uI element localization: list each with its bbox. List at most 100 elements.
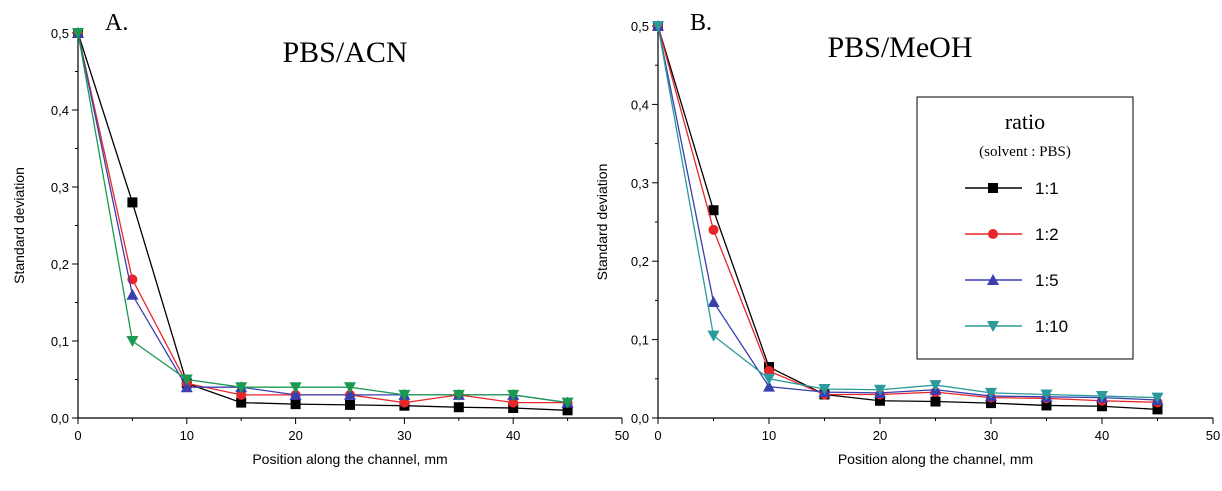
data-point bbox=[561, 397, 574, 409]
y-tick-label: 0,5 bbox=[51, 26, 69, 41]
data-point bbox=[1152, 404, 1163, 415]
y-tick-label: 0,2 bbox=[631, 254, 649, 269]
data-point bbox=[453, 402, 464, 413]
data-point bbox=[235, 382, 248, 394]
series-line bbox=[657, 25, 1158, 411]
data-point bbox=[1151, 392, 1164, 404]
data-point bbox=[1097, 401, 1107, 412]
x-axis-label: Position along the channel, mm bbox=[838, 451, 1033, 467]
legend-subtitle: (solvent : PBS) bbox=[979, 144, 1071, 160]
data-point bbox=[763, 373, 775, 385]
data-point bbox=[764, 365, 774, 376]
data-point bbox=[985, 387, 997, 399]
legend-box bbox=[916, 96, 1134, 360]
x-tick-label: 50 bbox=[615, 428, 629, 443]
legend-entry-label: 1:10 bbox=[1035, 317, 1068, 336]
data-point bbox=[344, 382, 356, 394]
x-axis-label: Position along the channel, mm bbox=[252, 451, 447, 467]
series-1-5 bbox=[72, 27, 574, 408]
data-point bbox=[818, 383, 831, 395]
legend-entry: 1:2 bbox=[965, 225, 1059, 244]
data-point bbox=[707, 295, 720, 307]
data-point bbox=[289, 382, 302, 394]
series-line bbox=[77, 32, 568, 411]
data-point bbox=[1041, 400, 1052, 411]
legend: ratio (solvent : PBS) 1:1 1:2 1:5 1:10 bbox=[916, 96, 1134, 360]
legend-swatch-marker bbox=[988, 183, 998, 193]
x-tick-label: 20 bbox=[873, 428, 887, 443]
x-tick-label: 0 bbox=[654, 428, 661, 443]
series-line bbox=[657, 25, 1158, 401]
series-line bbox=[657, 25, 1158, 399]
y-tick-label: 0,2 bbox=[51, 257, 69, 272]
x-tick-label: 10 bbox=[180, 428, 194, 443]
panel-a: 0 10 20 30 40 50 0,0 0,1 0,2 0,3 0,4 0,5 Position al… bbox=[11, 10, 629, 467]
data-point bbox=[508, 402, 519, 413]
data-point bbox=[127, 197, 138, 208]
data-point bbox=[399, 397, 410, 408]
y-tick-label: 0,0 bbox=[631, 411, 649, 426]
data-point bbox=[707, 330, 720, 342]
data-point bbox=[72, 28, 84, 39]
legend-entry-label: 1:2 bbox=[1035, 225, 1059, 244]
data-point bbox=[345, 399, 355, 410]
x-tick-label: 40 bbox=[1095, 428, 1109, 443]
x-tick-label: 20 bbox=[288, 428, 302, 443]
x-tick-label: 40 bbox=[506, 428, 520, 443]
y-tick-label: 0,5 bbox=[631, 19, 649, 34]
data-point bbox=[875, 395, 885, 406]
chart-title: PBS/MeOH bbox=[827, 31, 972, 64]
x-tick-label: 30 bbox=[397, 428, 411, 443]
legend-swatch-marker bbox=[988, 229, 998, 239]
y-tick-label: 0,1 bbox=[631, 333, 649, 348]
data-point bbox=[708, 205, 719, 216]
data-point bbox=[507, 389, 520, 401]
data-point bbox=[289, 388, 302, 400]
data-point bbox=[180, 381, 193, 393]
legend-entry: 1:1 bbox=[965, 179, 1059, 198]
y-tick-label: 0,4 bbox=[51, 103, 69, 118]
series-line bbox=[657, 25, 1158, 403]
legend-entry: 1:5 bbox=[965, 271, 1059, 290]
data-point bbox=[236, 389, 247, 400]
panel-letter: B. bbox=[690, 10, 712, 36]
y-tick-label: 0,3 bbox=[631, 176, 649, 191]
y-axis-label: Standard deviation bbox=[594, 164, 610, 281]
legend-swatch-marker bbox=[987, 321, 999, 332]
data-point bbox=[508, 397, 519, 408]
series-1-2 bbox=[73, 28, 573, 408]
panel-letter: A. bbox=[105, 10, 128, 36]
data-point bbox=[344, 388, 356, 400]
series-1-1 bbox=[73, 28, 573, 416]
y-tick-label: 0,1 bbox=[51, 334, 69, 349]
series-line bbox=[77, 32, 568, 404]
data-point bbox=[1040, 389, 1053, 401]
series-1-10 bbox=[652, 21, 1164, 404]
data-point bbox=[180, 374, 193, 386]
series-line bbox=[77, 32, 568, 404]
legend-entry-label: 1:5 bbox=[1035, 271, 1059, 290]
x-tick-label: 0 bbox=[74, 428, 81, 443]
chart-title: PBS/ACN bbox=[282, 36, 407, 69]
y-tick-label: 0,4 bbox=[631, 97, 649, 112]
data-point bbox=[1096, 391, 1108, 403]
legend-swatch-marker bbox=[987, 274, 999, 285]
data-point bbox=[874, 384, 886, 396]
y-tick-label: 0,3 bbox=[51, 180, 69, 195]
y-tick-label: 0,0 bbox=[51, 411, 69, 426]
data-point bbox=[763, 380, 775, 392]
x-tick-label: 50 bbox=[1206, 428, 1220, 443]
data-point bbox=[708, 224, 719, 235]
x-tick-label: 30 bbox=[984, 428, 998, 443]
data-point bbox=[929, 380, 942, 392]
legend-entry-label: 1:1 bbox=[1035, 179, 1059, 198]
data-point bbox=[236, 397, 247, 408]
data-point bbox=[126, 336, 139, 347]
series-line bbox=[77, 32, 568, 404]
data-point bbox=[126, 288, 139, 300]
series-1-10 bbox=[72, 28, 574, 409]
x-tick-label: 10 bbox=[762, 428, 776, 443]
